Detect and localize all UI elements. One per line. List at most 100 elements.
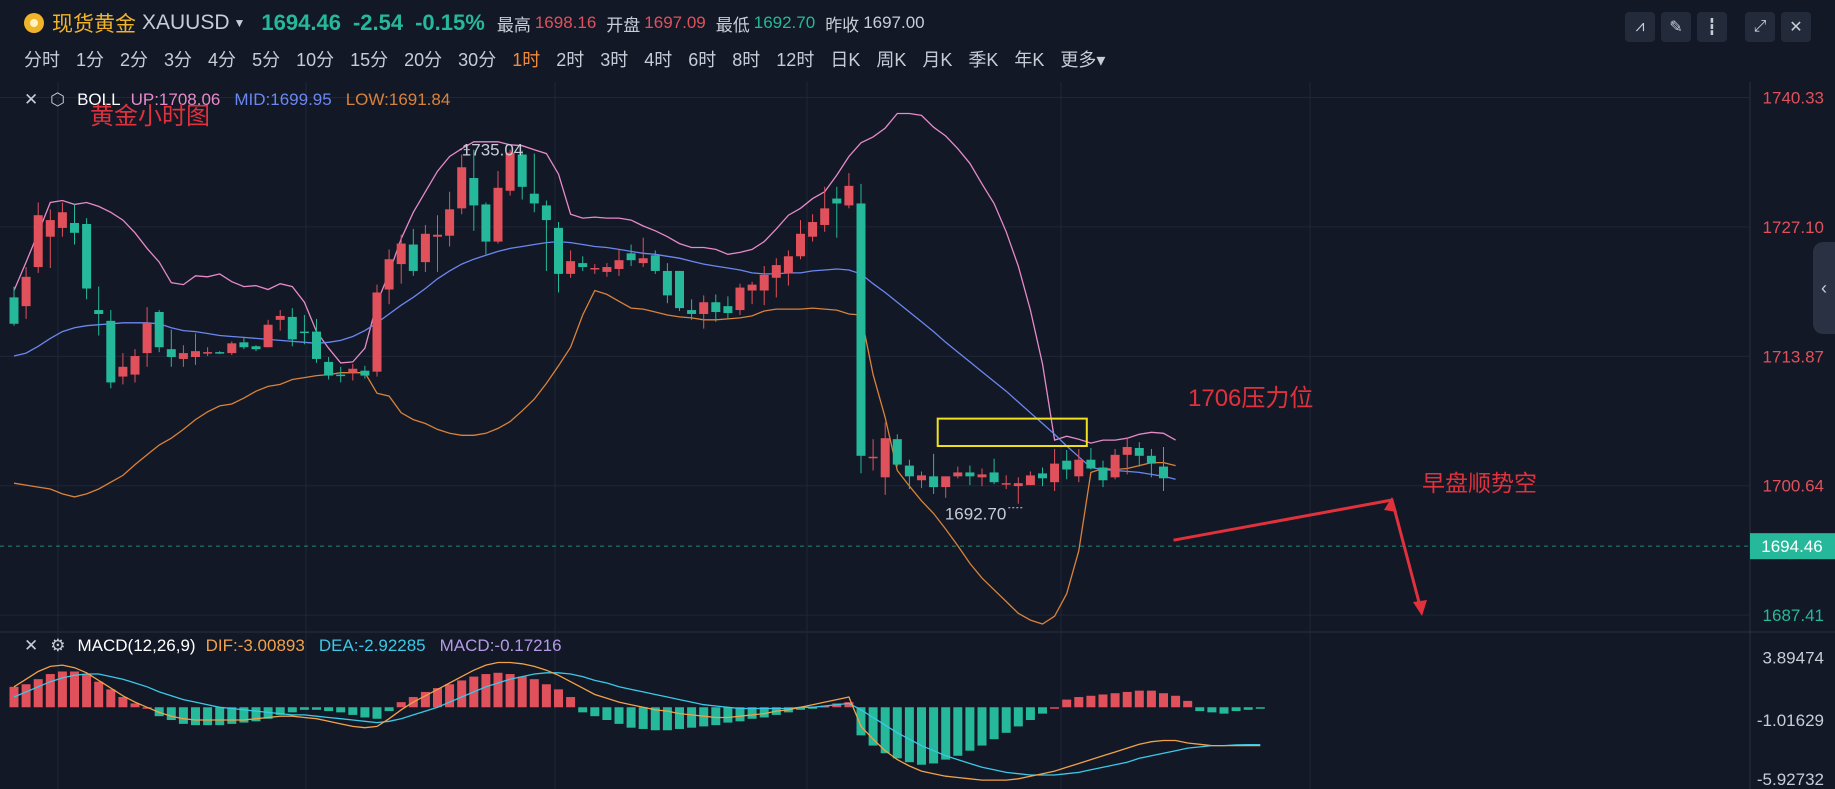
- candle: [481, 202, 491, 255]
- candle-body: [118, 366, 128, 377]
- candle: [711, 294, 721, 322]
- macd-histogram-bar: [372, 707, 382, 719]
- expand-icon[interactable]: ⤢: [1745, 12, 1775, 42]
- instrument-name[interactable]: 现货黄金: [52, 13, 136, 36]
- timeframe-tab[interactable]: 1分: [76, 50, 105, 70]
- candle-body: [844, 185, 854, 206]
- boll-upper-band: [13, 112, 1176, 444]
- candle: [21, 267, 31, 319]
- macd-histogram-bar: [9, 686, 19, 708]
- timeframe-tab[interactable]: 日K: [830, 50, 861, 70]
- macd-chart[interactable]: 3.89474 -1.01629 -5.92732: [0, 633, 1835, 789]
- candle-body: [566, 261, 576, 274]
- timeframe-tab[interactable]: 更多▾: [1060, 50, 1106, 70]
- candle-body: [602, 267, 612, 272]
- chart-background: [0, 82, 1835, 633]
- timeframe-tab[interactable]: 4时: [644, 50, 673, 70]
- candle: [759, 266, 769, 306]
- timeframe-tab[interactable]: 5分: [252, 50, 281, 70]
- candle-body: [892, 439, 902, 465]
- macd-histogram-bar: [929, 707, 939, 764]
- candle-body: [481, 204, 491, 242]
- macd-histogram-bar: [251, 707, 261, 722]
- candle: [917, 471, 926, 489]
- candle: [1001, 475, 1011, 490]
- candle: [1038, 467, 1047, 487]
- macd-histogram-bar: [675, 707, 684, 729]
- chevron-down-icon[interactable]: ▼: [233, 16, 246, 30]
- macd-name: MACD(12,26,9): [77, 636, 196, 655]
- candle-body: [396, 243, 406, 265]
- candle: [783, 250, 793, 286]
- candle-body: [1074, 459, 1084, 477]
- macd-histogram-bar: [517, 676, 527, 708]
- macd-histogram-bar: [917, 707, 926, 765]
- candle: [275, 310, 285, 331]
- candle-body: [408, 244, 418, 271]
- candle-body: [590, 268, 600, 270]
- instrument-symbol[interactable]: XAUUSD: [142, 11, 230, 34]
- candle: [191, 333, 200, 365]
- settings-hex-icon[interactable]: ⬡: [50, 90, 66, 109]
- candle-body: [106, 320, 116, 383]
- candle-body: [783, 256, 793, 273]
- side-panel-toggle[interactable]: ‹: [1813, 242, 1835, 334]
- candle: [178, 345, 188, 367]
- macd-histogram-bar: [433, 688, 442, 708]
- close-icon[interactable]: ✕: [1781, 12, 1811, 42]
- close-icon[interactable]: ✕: [24, 90, 39, 109]
- macd-histogram-bar: [1255, 707, 1265, 709]
- macd-hist-value: MACD:-0.17216: [439, 636, 562, 655]
- high-label: 最高: [496, 15, 531, 35]
- candle: [602, 263, 612, 277]
- candle: [227, 341, 237, 356]
- macd-histogram-bar: [747, 707, 757, 719]
- timeframe-tab[interactable]: 月K: [922, 50, 953, 70]
- quote-row: 现货黄金 XAUUSD ▼ 1694.46 -2.54 -0.15% 最高 16…: [24, 8, 935, 38]
- indicator-icon[interactable]: ⩘: [1625, 12, 1655, 42]
- prev-close-label: 昨收: [825, 15, 860, 35]
- timeframe-tab[interactable]: 12时: [776, 50, 815, 70]
- timeframe-tab[interactable]: 2时: [556, 50, 585, 70]
- candle-body: [191, 351, 200, 358]
- timeframe-tab[interactable]: 8时: [732, 50, 761, 70]
- timeframe-tab[interactable]: 年K: [1014, 50, 1045, 70]
- candle-body: [880, 438, 890, 478]
- draw-icon[interactable]: ✎: [1661, 12, 1691, 42]
- candle-body: [372, 292, 382, 372]
- timeframe-tab[interactable]: 3分: [164, 50, 193, 70]
- timeframe-tab[interactable]: 3时: [600, 50, 629, 70]
- candle-body: [251, 346, 261, 350]
- candlestick-chart[interactable]: 1694.46 1740.33 1727.10 1713.87 1700.64 1687.…: [0, 82, 1835, 633]
- candle-body: [904, 465, 914, 477]
- timeframe-tab[interactable]: 2分: [120, 50, 149, 70]
- timeframe-tab[interactable]: 30分: [458, 50, 497, 70]
- price-axis-tick-label: 1687.41: [1763, 606, 1824, 625]
- timeframe-tab[interactable]: 4分: [208, 50, 237, 70]
- macd-histogram-bar: [590, 707, 600, 717]
- macd-histogram-bar: [336, 707, 346, 713]
- timeframe-tab[interactable]: 1时: [512, 50, 541, 70]
- candle-body: [178, 353, 188, 359]
- candle: [203, 347, 213, 357]
- candle-body: [868, 456, 878, 459]
- timeframe-tab[interactable]: 周K: [876, 50, 907, 70]
- macd-histogram-bar: [384, 707, 394, 712]
- macd-histogram-bar: [130, 703, 140, 708]
- candle-body: [312, 331, 321, 359]
- timeframe-tab[interactable]: 10分: [296, 50, 335, 70]
- timeframe-tab[interactable]: 15分: [350, 50, 389, 70]
- candle: [493, 171, 503, 244]
- gear-icon[interactable]: ⚙: [50, 636, 66, 655]
- candle-body: [384, 259, 394, 290]
- close-icon[interactable]: ✕: [24, 636, 39, 655]
- macd-histogram-bar: [759, 707, 769, 718]
- candle-body: [239, 342, 249, 348]
- timeframe-tab[interactable]: 分时: [24, 50, 60, 70]
- candle-type-icon[interactable]: ┇: [1697, 12, 1727, 42]
- timeframe-tab[interactable]: 季K: [968, 50, 999, 70]
- timeframe-tab[interactable]: 6时: [688, 50, 717, 70]
- candle-body: [529, 193, 539, 204]
- timeframe-tab[interactable]: 20分: [404, 50, 443, 70]
- candle-body: [45, 220, 55, 237]
